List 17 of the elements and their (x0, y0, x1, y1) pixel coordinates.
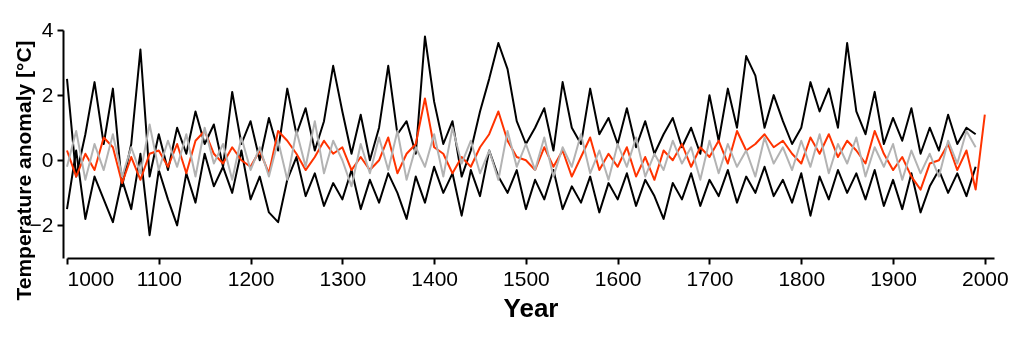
x-tick-label: 1300 (319, 266, 367, 290)
x-tick-label: 1000 (67, 266, 115, 290)
x-tick-label: 1600 (594, 266, 642, 290)
x-tick-label: 1200 (227, 266, 275, 290)
x-axis-title: Year (503, 292, 559, 323)
line-series (66, 120, 977, 188)
x-tick-label: 1700 (686, 266, 734, 290)
y-tick-label: 4 (41, 17, 54, 41)
y-tick-label: 2 (41, 82, 54, 106)
line-series (66, 97, 986, 191)
x-tick-label: 1500 (503, 266, 550, 290)
x-tick-label: 1400 (411, 266, 458, 290)
x-tick-label: 2000 (961, 266, 1009, 290)
x-tick-label: 1100 (136, 266, 182, 290)
x-tick-label: 1900 (870, 266, 917, 290)
y-tick-label: 0 (41, 147, 54, 171)
x-tick-label: 1800 (778, 266, 826, 290)
